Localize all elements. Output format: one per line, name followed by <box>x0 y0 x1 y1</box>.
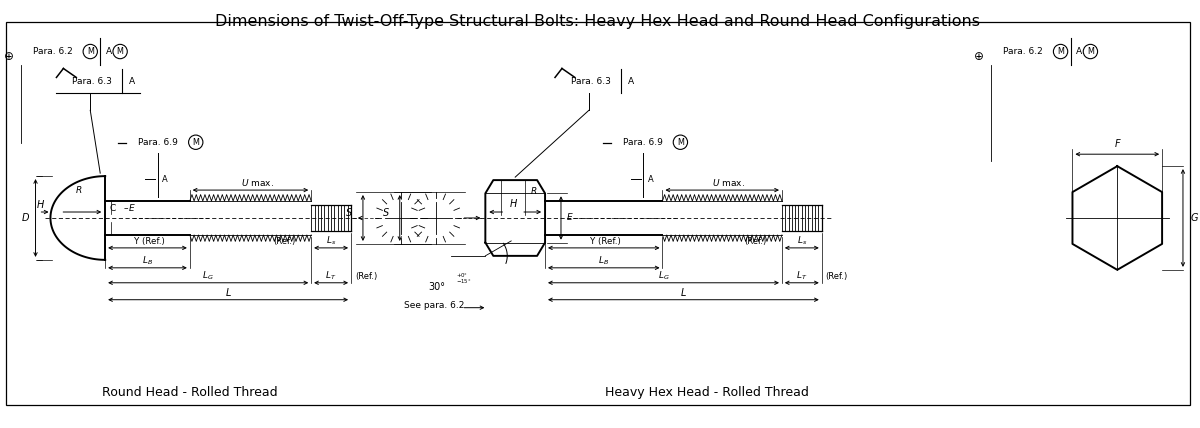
Text: S: S <box>383 208 389 218</box>
Text: Para. 6.3: Para. 6.3 <box>571 77 611 86</box>
Text: $L_s$: $L_s$ <box>326 235 336 247</box>
Text: $L_s$: $L_s$ <box>797 235 806 247</box>
Text: Para. 6.3: Para. 6.3 <box>72 77 112 86</box>
Text: Para. 6.2: Para. 6.2 <box>32 47 72 56</box>
Text: $U$ max.: $U$ max. <box>713 177 745 188</box>
Text: M: M <box>86 47 94 56</box>
Bar <box>556 69 638 93</box>
Text: Round Head - Rolled Thread: Round Head - Rolled Thread <box>102 386 277 399</box>
Text: Dimensions of Twist-Off-Type Structural Bolts: Heavy Hex Head and Round Head Con: Dimensions of Twist-Off-Type Structural … <box>215 14 980 29</box>
Bar <box>6 22 1190 405</box>
Text: L: L <box>226 288 230 298</box>
Text: (Ref.): (Ref.) <box>355 272 377 281</box>
Text: M: M <box>116 47 124 56</box>
Text: M: M <box>192 138 199 147</box>
Text: (Ref.): (Ref.) <box>274 237 295 246</box>
Text: C: C <box>109 204 115 213</box>
Bar <box>991 38 1098 65</box>
Text: Heavy Hex Head - Rolled Thread: Heavy Hex Head - Rolled Thread <box>605 386 809 399</box>
Text: D: D <box>22 213 30 223</box>
Text: H: H <box>37 200 44 210</box>
Text: 30°: 30° <box>428 282 445 292</box>
Text: A: A <box>648 175 654 184</box>
Text: R: R <box>532 187 538 196</box>
Text: E: E <box>566 214 572 223</box>
Bar <box>126 131 202 153</box>
Text: ⊕: ⊕ <box>974 50 984 63</box>
Text: (Ref.): (Ref.) <box>826 272 848 281</box>
Text: G: G <box>1190 213 1199 223</box>
Bar <box>155 170 175 188</box>
Text: $L_T$: $L_T$ <box>796 270 808 282</box>
Text: $^{+0°}_{-15°}$: $^{+0°}_{-15°}$ <box>456 271 472 286</box>
Text: (Ref.): (Ref.) <box>744 237 767 246</box>
Bar <box>20 38 128 65</box>
Text: $U$ max.: $U$ max. <box>240 177 274 188</box>
Polygon shape <box>154 191 162 197</box>
Text: M: M <box>1087 47 1094 56</box>
Bar <box>641 170 660 188</box>
Text: $L_G$: $L_G$ <box>203 270 214 282</box>
Text: ⊕: ⊕ <box>4 50 13 63</box>
Bar <box>56 69 140 93</box>
Polygon shape <box>638 191 647 197</box>
Text: –: – <box>124 204 127 213</box>
Text: A: A <box>1076 47 1082 56</box>
Text: $L_B$: $L_B$ <box>599 255 610 268</box>
Text: A: A <box>628 77 634 86</box>
Text: Para. 6.9: Para. 6.9 <box>623 138 662 147</box>
Text: A: A <box>128 77 136 86</box>
Text: See para. 6.2: See para. 6.2 <box>403 301 464 310</box>
Text: F: F <box>1115 139 1120 149</box>
Text: $L_B$: $L_B$ <box>142 255 152 268</box>
Text: L: L <box>680 288 686 298</box>
Text: A: A <box>106 47 113 56</box>
Text: Y (Ref.): Y (Ref.) <box>134 237 164 246</box>
Text: H: H <box>510 199 517 209</box>
Text: $L_T$: $L_T$ <box>325 270 337 282</box>
Text: Y (Ref.): Y (Ref.) <box>590 237 622 246</box>
Text: M: M <box>1057 47 1064 56</box>
Text: E: E <box>130 204 134 213</box>
Text: M: M <box>677 138 684 147</box>
Text: A: A <box>162 175 168 184</box>
Text: $L_G$: $L_G$ <box>658 270 670 282</box>
Bar <box>611 131 686 153</box>
Text: S: S <box>346 208 352 218</box>
Text: Para. 6.9: Para. 6.9 <box>138 138 178 147</box>
Text: Para. 6.2: Para. 6.2 <box>1003 47 1043 56</box>
Text: R: R <box>76 186 82 195</box>
